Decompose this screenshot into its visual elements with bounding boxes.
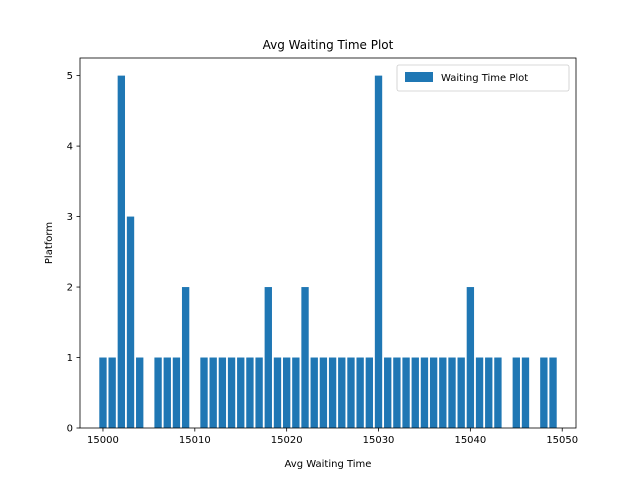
bar-15011 <box>200 357 208 428</box>
x-tick-label: 15030 <box>363 435 395 446</box>
bar-15001 <box>108 357 116 428</box>
x-tick-label: 15040 <box>454 435 486 446</box>
bar-15035 <box>420 357 429 428</box>
plot-frame <box>79 57 577 429</box>
bar-15019 <box>273 357 282 428</box>
bar-15012 <box>209 357 217 428</box>
x-axis: 15000 15010 15020 15030 15040 15050 <box>87 428 578 446</box>
bar-15027 <box>347 357 355 428</box>
bar-15000 <box>99 357 107 428</box>
bar-15013 <box>218 357 227 428</box>
legend-swatch <box>405 72 433 82</box>
bar-15045 <box>512 357 520 428</box>
bar-15020 <box>282 357 291 428</box>
bar-15025 <box>328 357 337 428</box>
y-tick-label: 3 <box>67 212 73 223</box>
bar-15006 <box>154 357 162 428</box>
bar-15009 <box>181 287 190 428</box>
bar-15014 <box>227 357 236 428</box>
y-axis-label: Platform <box>44 222 55 264</box>
bar-15024 <box>319 357 328 428</box>
bar-15039 <box>457 357 465 428</box>
bar-15043 <box>494 357 502 428</box>
bar-15016 <box>246 357 254 428</box>
bar-15017 <box>255 357 263 428</box>
bar-15032 <box>393 357 401 428</box>
bar-15002 <box>117 75 126 429</box>
legend: Waiting Time Plot <box>396 64 570 92</box>
bar-15026 <box>338 357 346 428</box>
bar-15038 <box>448 357 456 428</box>
y-tick-label: 1 <box>67 353 73 364</box>
x-axis-label: Avg Waiting Time <box>285 459 372 470</box>
bar-15022 <box>301 287 309 428</box>
bar-15048 <box>540 357 548 428</box>
x-tick-label: 15050 <box>546 435 578 446</box>
bar-15042 <box>485 357 493 428</box>
bar-15040 <box>466 287 475 428</box>
bar-15041 <box>475 357 484 428</box>
x-tick-label: 15000 <box>87 435 119 446</box>
plot-area <box>80 58 576 428</box>
y-tick-label: 4 <box>67 142 73 153</box>
bar-15031 <box>384 357 392 428</box>
x-tick-label: 15010 <box>179 435 211 446</box>
bar-15007 <box>163 357 171 428</box>
bar-15030 <box>374 75 383 429</box>
legend-label: Waiting Time Plot <box>441 73 528 84</box>
bar-15029 <box>365 357 374 428</box>
y-tick-label: 2 <box>67 283 73 294</box>
bar-15049 <box>549 357 557 428</box>
bar-15036 <box>429 357 438 428</box>
bar-15018 <box>264 287 272 428</box>
bar-15037 <box>439 357 447 428</box>
chart-title: Avg Waiting Time Plot <box>263 38 394 52</box>
legend-box <box>396 64 570 92</box>
bar-15023 <box>310 357 318 428</box>
bar-15028 <box>356 357 364 428</box>
bars-group <box>99 75 557 429</box>
bar-15033 <box>402 357 410 428</box>
y-axis: 0 1 2 3 4 5 <box>67 71 80 435</box>
bar-15046 <box>521 357 530 428</box>
bar-15003 <box>126 216 135 428</box>
y-tick-label: 0 <box>67 424 73 435</box>
bar-15034 <box>411 357 419 428</box>
bar-15021 <box>292 357 300 428</box>
bar-15015 <box>237 357 245 428</box>
bar-15004 <box>136 357 144 428</box>
y-tick-label: 5 <box>67 71 73 82</box>
x-tick-label: 15020 <box>271 435 303 446</box>
bar-15008 <box>172 357 181 428</box>
